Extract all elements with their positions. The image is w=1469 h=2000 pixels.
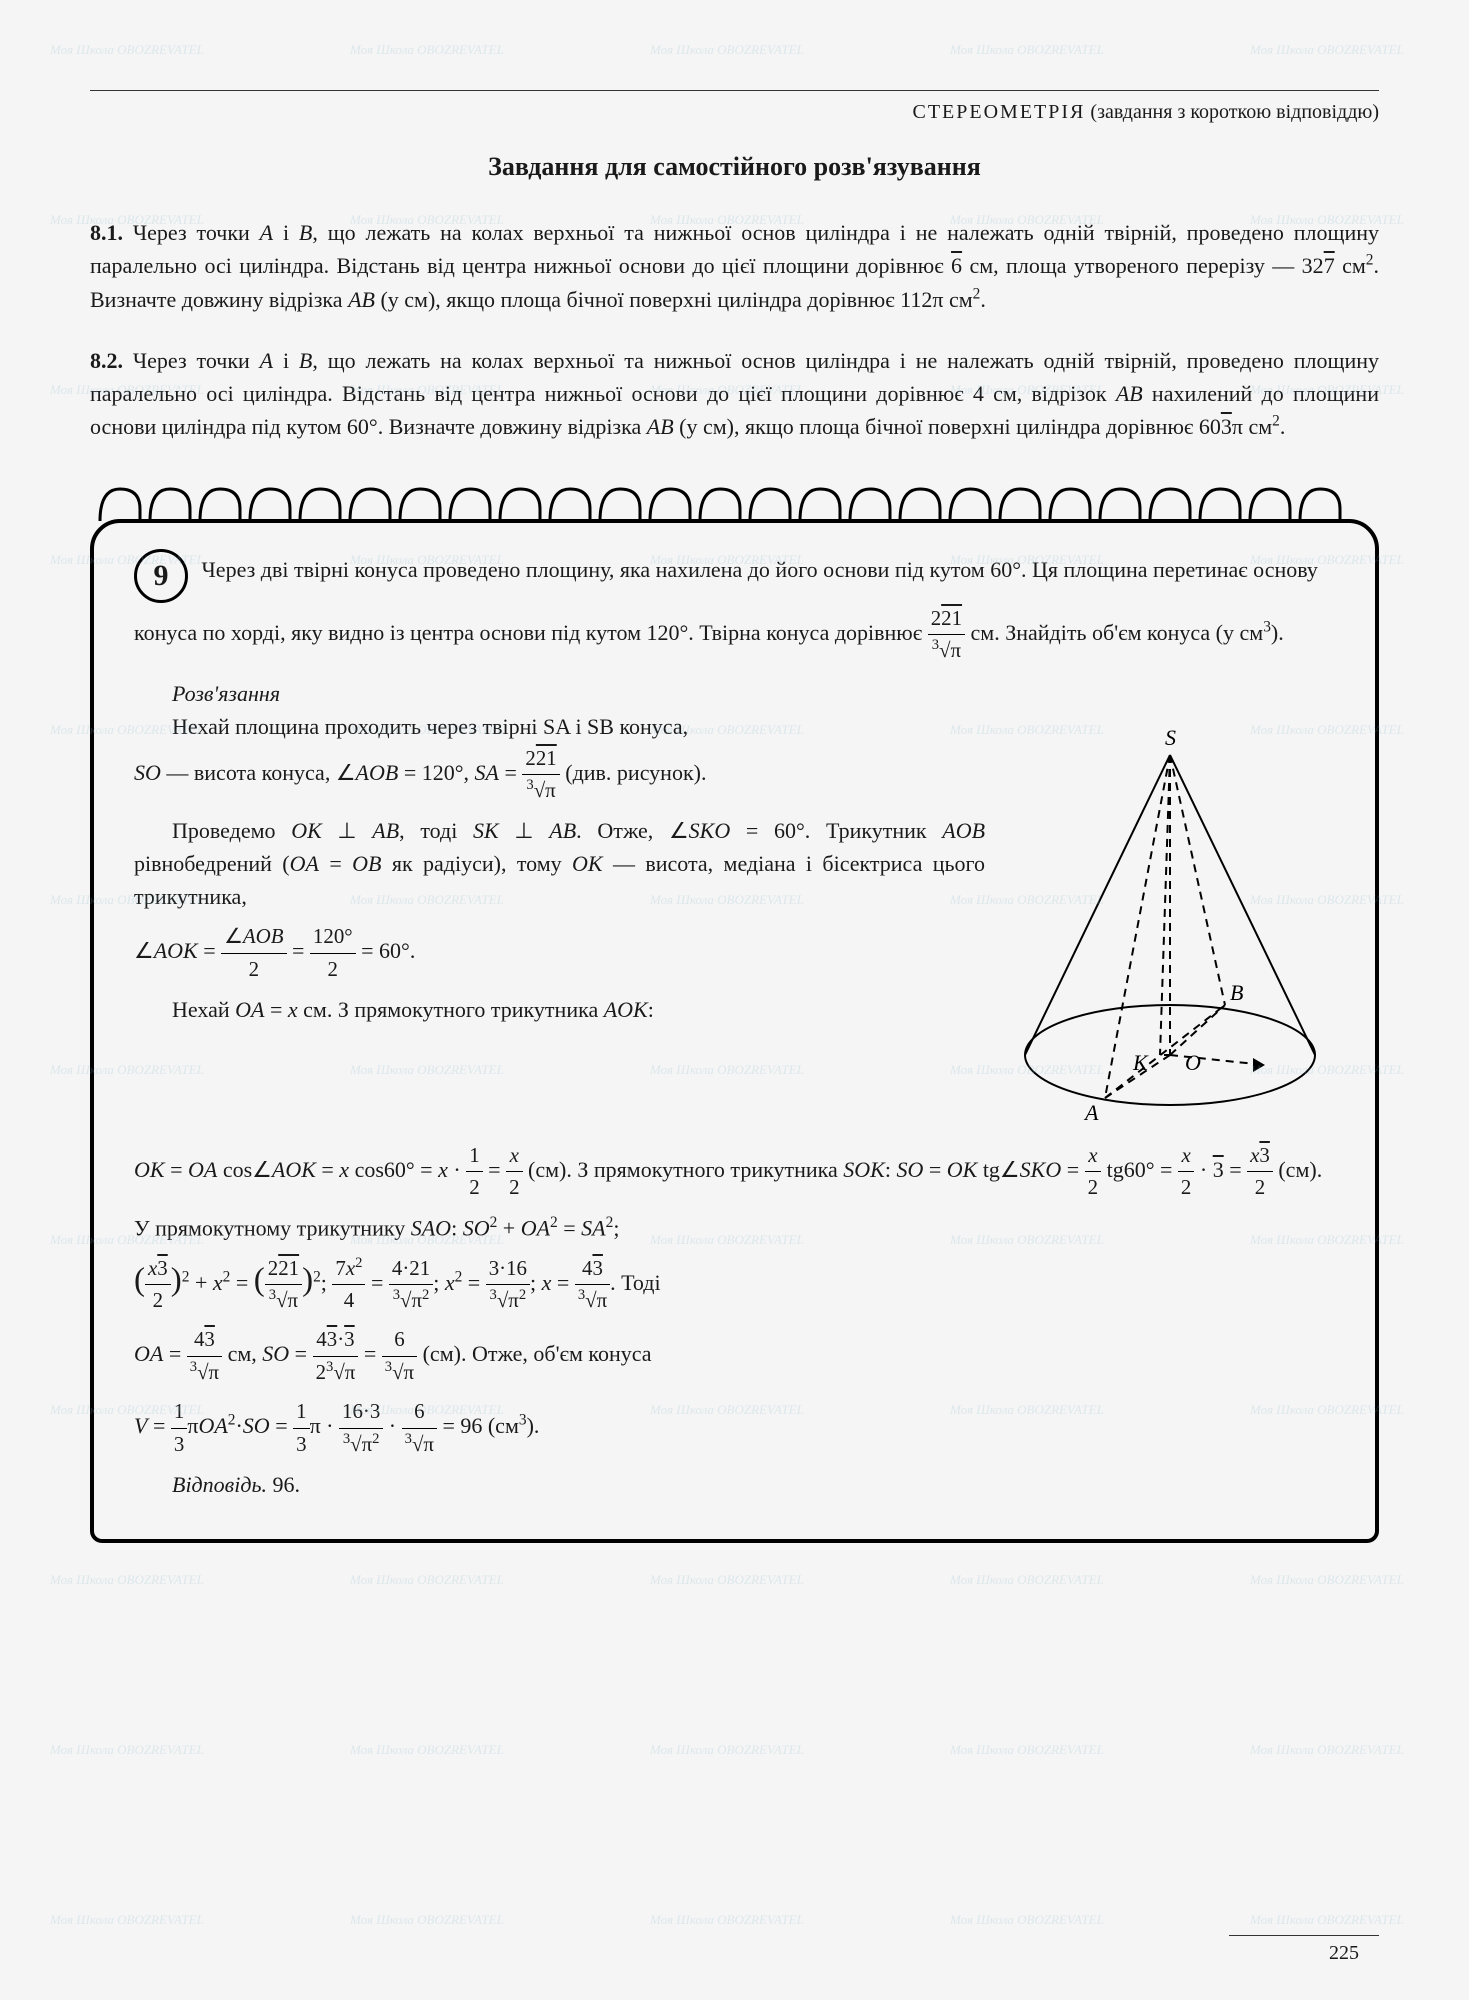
header-category-sub: (завдання з короткою відповіддю) xyxy=(1085,101,1379,123)
cone-label-A: A xyxy=(1083,1100,1099,1125)
solution-line-9: V = 13πOA2·SO = 13π · 16·33√π2 · 63√π = … xyxy=(134,1396,1335,1460)
problem-8-2-body: Через точки A і B, що лежать на колах ве… xyxy=(90,348,1379,439)
problem-8-1-body: Через точки A і B, що лежать на колах ве… xyxy=(90,220,1379,312)
problem-8-1-num: 8.1. xyxy=(90,220,123,245)
problem-9-intro-text: Через дві твірні конуса проведено площин… xyxy=(134,557,1318,645)
solution-line-8: OA = 433√π см, SO = 43·323√π = 63√π (см)… xyxy=(134,1324,1335,1388)
answer-value: 96. xyxy=(272,1472,300,1497)
cone-label-S: S xyxy=(1165,725,1176,750)
header-category: СТЕРЕОМЕТРІЯ (завдання з короткою відпов… xyxy=(90,97,1379,127)
solution-line-4: Нехай OA = x см. З прямокутного трикутни… xyxy=(134,993,985,1026)
solution-line-3: ∠AOK = ∠AOB2 = 120°2 = 60°. xyxy=(134,921,985,985)
cone-label-B: B xyxy=(1230,980,1243,1005)
solution-line-1b: SO — висота конуса, ∠AOB = 120°, SA = 22… xyxy=(134,743,985,807)
solution-line-2: Проведемо OK ⊥ AB, тоді SK ⊥ AB. Отже, ∠… xyxy=(134,814,985,913)
cone-label-K: K xyxy=(1132,1050,1149,1075)
spiral-divider xyxy=(90,471,1379,521)
spiral-icon xyxy=(90,471,1370,521)
answer-line: Відповідь. 96. xyxy=(134,1468,1335,1501)
cone-diagram-icon: S A B O K xyxy=(1005,710,1335,1140)
problem-9-intro: 9 Через дві твірні конуса проведено площ… xyxy=(134,553,1335,667)
solution-line-5: OK = OA cos∠AOK = x cos60° = x · 12 = x2… xyxy=(134,1140,1335,1204)
problem-8-2: 8.2. Через точки A і B, що лежать на кол… xyxy=(90,344,1379,443)
problem-8-1: 8.1. Через точки A і B, що лежать на кол… xyxy=(90,216,1379,316)
cone-label-O: O xyxy=(1185,1050,1201,1075)
answer-label: Відповідь. xyxy=(172,1472,272,1497)
solution-line-7: (x32)2 + x2 = (2213√π)2; 7x24 = 4·213√π2… xyxy=(134,1253,1335,1317)
solution-text: Нехай площина проходить через твірні SA … xyxy=(134,710,985,1140)
cone-figure: S A B O K xyxy=(1005,710,1335,1140)
page-content: СТЕРЕОМЕТРІЯ (завдання з короткою відпов… xyxy=(0,0,1469,2000)
page-number: 225 xyxy=(1329,1938,1359,1968)
page-number-rule xyxy=(1229,1935,1379,1936)
solution-line-6: У прямокутному трикутнику SAO: SO2 + OA2… xyxy=(134,1211,1335,1244)
problem-9-num: 9 xyxy=(134,549,188,603)
header-rule xyxy=(90,90,1379,91)
solution-label: Розв'язання xyxy=(134,677,1335,710)
problem-9-frame: 9 Через дві твірні конуса проведено площ… xyxy=(90,519,1379,1543)
section-title: Завдання для самостійного розв'язування xyxy=(90,147,1379,186)
solution-line-1: Нехай площина проходить через твірні SA … xyxy=(134,710,985,743)
header-category-main: СТЕРЕОМЕТРІЯ xyxy=(913,101,1086,123)
problem-8-2-num: 8.2. xyxy=(90,348,123,373)
